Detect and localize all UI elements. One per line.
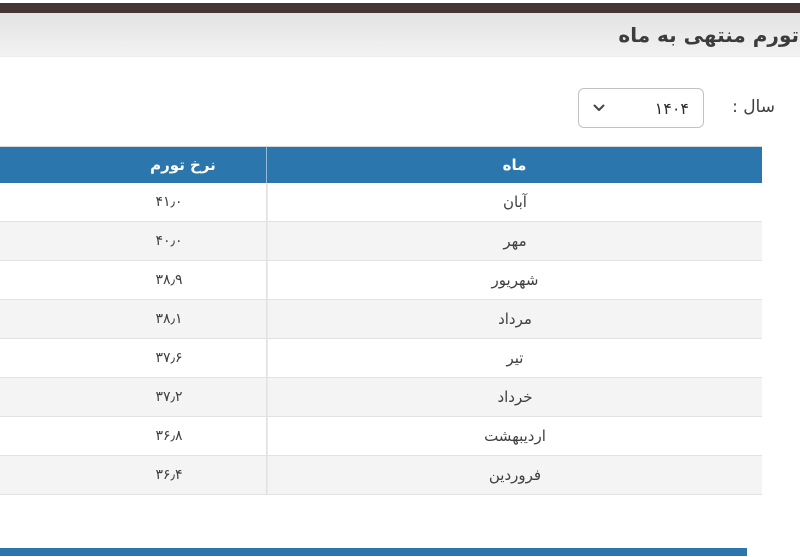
rate-column-header: نرخ تورم xyxy=(0,146,267,183)
next-section-header-edge xyxy=(0,548,747,556)
table-row: فروردین ۳۶٫۴ xyxy=(0,456,762,495)
rate-cell: ۳۷٫۲ xyxy=(0,378,267,417)
chevron-down-icon xyxy=(593,104,605,112)
month-cell: مرداد xyxy=(267,300,762,339)
table-row: مرداد ۳۸٫۱ xyxy=(0,300,762,339)
rate-cell: ۴۱٫۰ xyxy=(0,183,267,222)
month-cell: تیر xyxy=(267,339,762,378)
year-select-value: ۱۴۰۴ xyxy=(654,98,689,118)
table-row: تیر ۳۷٫۶ xyxy=(0,339,762,378)
month-cell: خرداد xyxy=(267,378,762,417)
year-label: سال : xyxy=(732,97,775,117)
month-column-header: ماه xyxy=(267,146,762,183)
table-row: مهر ۴۰٫۰ xyxy=(0,222,762,261)
table-header-row: ماه نرخ تورم xyxy=(0,146,762,183)
year-select[interactable]: ۱۴۰۴ xyxy=(578,88,704,128)
month-cell: شهریور xyxy=(267,261,762,300)
table-row: خرداد ۳۷٫۲ xyxy=(0,378,762,417)
rate-cell: ۳۶٫۴ xyxy=(0,456,267,495)
rate-cell: ۳۶٫۸ xyxy=(0,417,267,456)
rate-cell: ۴۰٫۰ xyxy=(0,222,267,261)
table-body: آبان ۴۱٫۰ مهر ۴۰٫۰ شهریور ۳۸٫۹ مرداد ۳۸٫… xyxy=(0,183,762,495)
table-row: شهریور ۳۸٫۹ xyxy=(0,261,762,300)
site-header-edge xyxy=(0,3,800,13)
month-cell: مهر xyxy=(267,222,762,261)
inflation-table: ماه نرخ تورم آبان ۴۱٫۰ مهر ۴۰٫۰ شهریور ۳… xyxy=(0,146,762,495)
month-cell: آبان xyxy=(267,183,762,222)
rate-cell: ۳۷٫۶ xyxy=(0,339,267,378)
rate-cell: ۳۸٫۱ xyxy=(0,300,267,339)
rate-cell: ۳۸٫۹ xyxy=(0,261,267,300)
table-row: آبان ۴۱٫۰ xyxy=(0,183,762,222)
month-cell: فروردین xyxy=(267,456,762,495)
year-filter-row: سال : ۱۴۰۴ xyxy=(0,88,800,130)
table-row: اردیبهشت ۳۶٫۸ xyxy=(0,417,762,456)
month-cell: اردیبهشت xyxy=(267,417,762,456)
title-band: تورم منتهی به ماه xyxy=(0,13,800,57)
page-title: تورم منتهی به ماه xyxy=(618,22,799,47)
